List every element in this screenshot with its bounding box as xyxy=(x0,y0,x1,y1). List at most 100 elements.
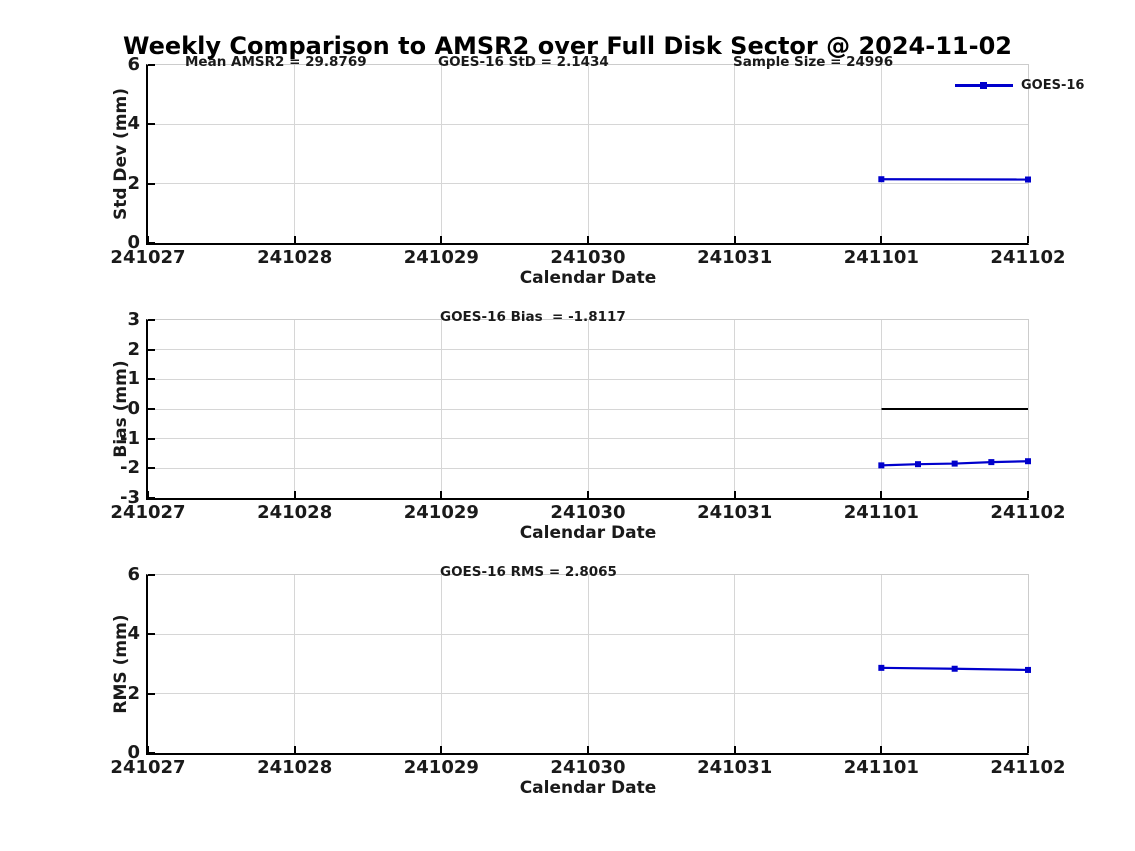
gridline xyxy=(148,349,1028,351)
x-tick-label: 241030 xyxy=(550,247,626,268)
tick-mark xyxy=(1027,491,1029,498)
gridline xyxy=(734,575,736,753)
tick-mark xyxy=(733,236,736,243)
gridline xyxy=(734,65,736,243)
y-tick-label: 2 xyxy=(127,172,140,194)
x-tick-label: 241102 xyxy=(990,757,1066,778)
gridline xyxy=(148,693,1028,695)
tick-mark xyxy=(148,408,155,410)
tick-mark xyxy=(148,574,155,576)
tick-mark xyxy=(440,491,443,498)
y-tick-label: 1 xyxy=(127,368,140,390)
x-tick-label: 241027 xyxy=(110,502,186,523)
data-point-marker xyxy=(951,665,958,672)
x-axis-label: Calendar Date xyxy=(519,268,657,288)
gridline xyxy=(148,123,1028,125)
gridline xyxy=(148,438,1028,440)
data-point-marker xyxy=(1025,176,1031,183)
y-axis-label: Bias (mm) xyxy=(111,360,131,458)
stat-annotation: GOES-16 StD = 2.1434 xyxy=(438,54,609,70)
tick-mark xyxy=(148,497,155,499)
x-tick-label: 241029 xyxy=(403,502,479,523)
y-axis-label: Std Dev (mm) xyxy=(111,87,131,221)
legend-label: GOES-16 xyxy=(1021,78,1085,93)
x-tick-label: 241030 xyxy=(550,502,626,523)
tick-mark xyxy=(147,236,149,243)
x-tick-label: 241102 xyxy=(990,502,1066,523)
y-tick-label: 2 xyxy=(127,682,140,704)
stat-annotation: GOES-16 Bias = -1.8117 xyxy=(440,309,626,325)
tick-mark xyxy=(148,242,155,244)
plot-area-rms xyxy=(146,574,1031,755)
tick-mark xyxy=(733,746,736,753)
tick-mark xyxy=(148,692,155,695)
legend-marker xyxy=(980,82,987,89)
x-tick-label: 241101 xyxy=(843,757,919,778)
gridline xyxy=(148,408,1028,410)
gridline xyxy=(440,65,442,243)
stat-annotation: Sample Size = 24996 xyxy=(733,54,894,70)
tick-mark xyxy=(148,633,155,636)
tick-mark xyxy=(293,236,296,243)
x-tick-label: 241031 xyxy=(697,757,773,778)
x-axis-label: Calendar Date xyxy=(519,778,657,798)
tick-mark xyxy=(148,319,155,321)
data-point-marker xyxy=(878,176,885,183)
gridline xyxy=(587,575,589,753)
data-point-marker xyxy=(878,664,885,671)
tick-mark xyxy=(148,64,155,66)
data-line-svg xyxy=(878,408,1031,469)
plot-area-std-dev xyxy=(146,64,1031,245)
y-tick-label: 0 xyxy=(127,742,140,763)
gridline xyxy=(148,467,1028,469)
gridline xyxy=(148,378,1028,380)
tick-mark xyxy=(148,378,155,381)
x-tick-label: 241029 xyxy=(403,757,479,778)
x-tick-label: 241031 xyxy=(697,502,773,523)
gridline xyxy=(587,65,589,243)
gridline xyxy=(148,183,1028,185)
y-tick-label: 2 xyxy=(127,338,140,360)
y-tick-label: 6 xyxy=(127,564,140,585)
tick-mark xyxy=(733,491,736,498)
gridline xyxy=(880,65,882,243)
y-tick-label: -3 xyxy=(120,487,140,508)
x-axis-label: Calendar Date xyxy=(519,523,657,543)
tick-mark xyxy=(440,746,443,753)
tick-mark xyxy=(148,123,155,126)
tick-mark xyxy=(587,236,589,243)
data-point-marker xyxy=(1025,458,1031,465)
data-point-marker xyxy=(915,461,921,468)
tick-mark xyxy=(148,437,155,440)
data-point-marker xyxy=(988,459,995,466)
y-tick-label: 6 xyxy=(127,54,140,75)
tick-mark xyxy=(1027,236,1029,243)
tick-mark xyxy=(148,752,155,754)
tick-mark xyxy=(880,491,883,498)
data-line-svg xyxy=(878,664,1031,673)
tick-mark xyxy=(1027,746,1029,753)
y-axis-label: RMS (mm) xyxy=(111,614,131,714)
gridline xyxy=(148,633,1028,635)
y-tick-label: 0 xyxy=(127,232,140,253)
y-tick-label: 4 xyxy=(127,113,140,135)
plot-area-bias xyxy=(146,319,1031,500)
y-tick-label: 4 xyxy=(127,623,140,645)
tick-mark xyxy=(587,491,589,498)
tick-mark xyxy=(293,746,296,753)
y-tick-label: 0 xyxy=(127,398,140,419)
gridline xyxy=(880,575,882,753)
tick-mark xyxy=(148,182,155,185)
data-point-marker xyxy=(951,460,958,467)
x-tick-label: 241027 xyxy=(110,247,186,268)
gridline xyxy=(440,575,442,753)
tick-mark xyxy=(440,236,443,243)
tick-mark xyxy=(148,467,155,470)
x-tick-label: 241031 xyxy=(697,247,773,268)
tick-mark xyxy=(147,746,149,753)
tick-mark xyxy=(880,236,883,243)
tick-mark xyxy=(148,348,155,351)
x-tick-label: 241029 xyxy=(403,247,479,268)
x-tick-label: 241101 xyxy=(843,502,919,523)
x-tick-label: 241028 xyxy=(257,757,333,778)
